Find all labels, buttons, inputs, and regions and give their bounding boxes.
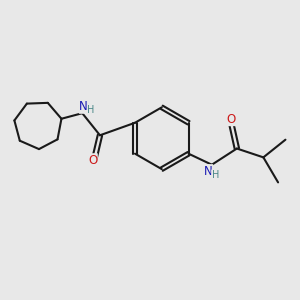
Text: H: H — [212, 170, 219, 180]
Text: N: N — [204, 165, 213, 178]
Text: O: O — [88, 154, 97, 167]
Text: H: H — [87, 105, 95, 115]
Text: N: N — [80, 100, 88, 113]
Text: O: O — [226, 112, 236, 126]
